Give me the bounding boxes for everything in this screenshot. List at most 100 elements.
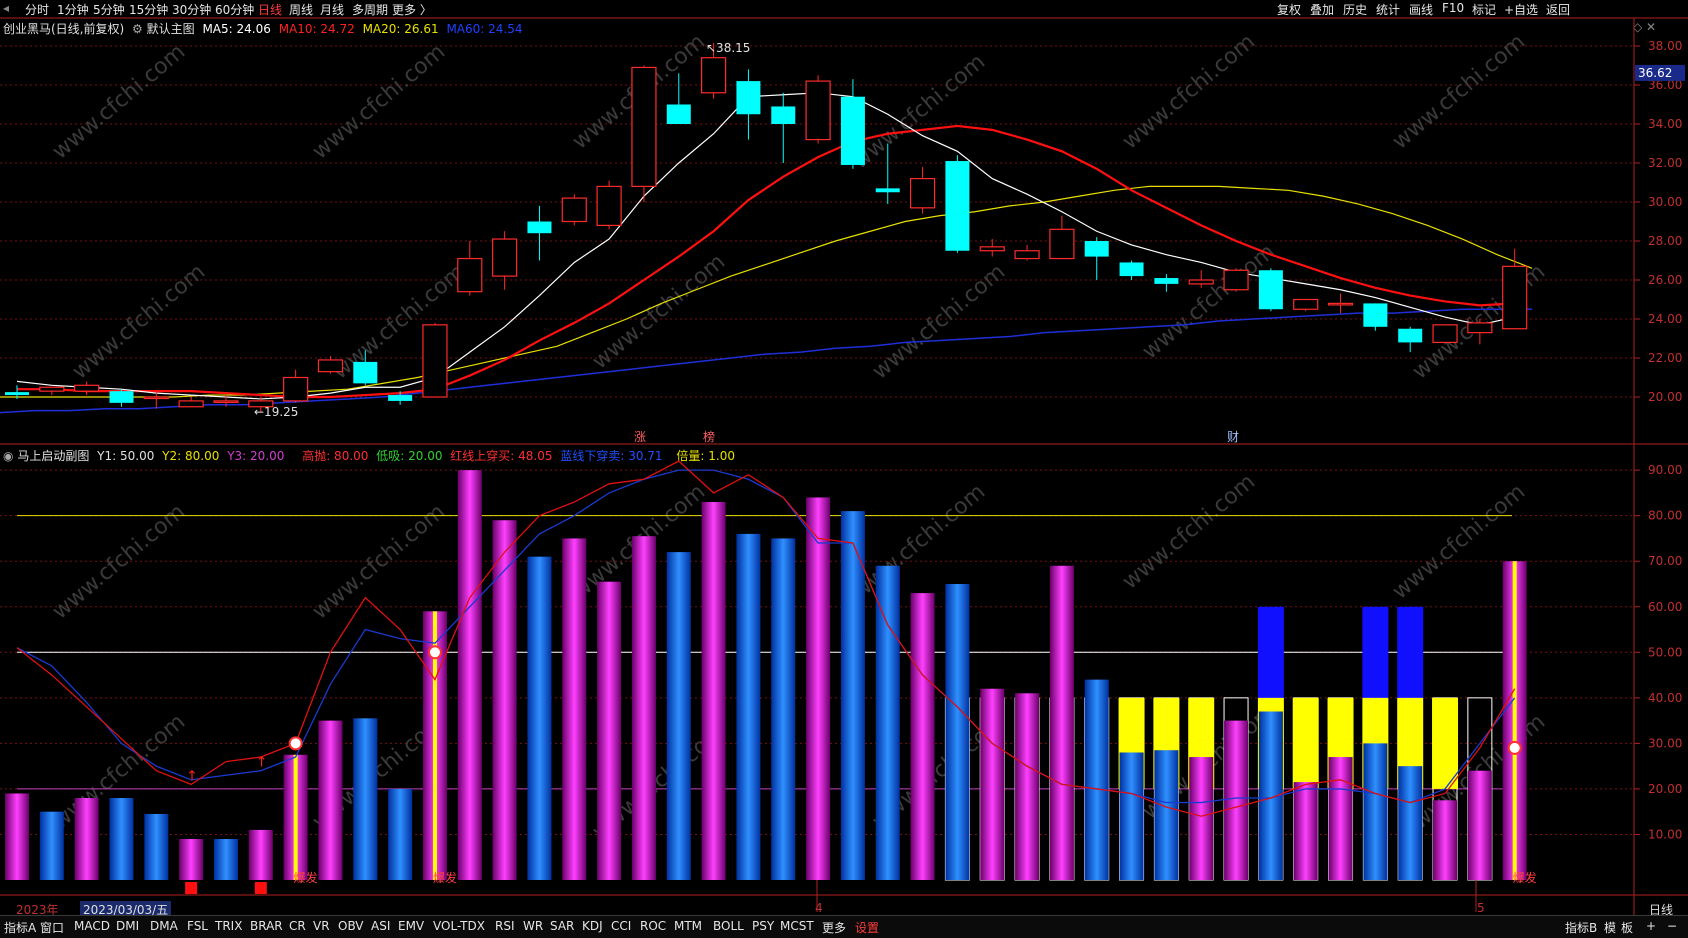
- sub-axis-label: 60.00: [1648, 600, 1682, 614]
- tab-window[interactable]: 窗口: [40, 921, 65, 935]
- indicator-bar: [875, 565, 900, 880]
- indicator-bar: [213, 839, 238, 880]
- candle-body-up: [1049, 228, 1075, 260]
- watermark-text: www.cfchi.com: [1118, 469, 1260, 594]
- stats-button[interactable]: 统计: [1376, 3, 1401, 17]
- mark-button[interactable]: 标记: [1472, 3, 1497, 17]
- overlay-button[interactable]: 叠加: [1310, 3, 1335, 17]
- legend-red-cross: 红线上穿买: 48.05: [450, 449, 553, 463]
- legend-high: 高抛: 80.00: [302, 449, 369, 463]
- tab-obv[interactable]: OBV: [338, 919, 364, 933]
- indicator-bar: [840, 511, 865, 880]
- add-favorite-button[interactable]: +自选: [1504, 3, 1539, 17]
- tab-macd[interactable]: MACD: [74, 919, 110, 933]
- sub-axis-label: 70.00: [1648, 554, 1682, 568]
- indicator-bar: [1398, 766, 1423, 880]
- y3-label: Y3: 20.00: [227, 449, 285, 463]
- period-15min[interactable]: 15分钟: [129, 3, 169, 17]
- period-daily[interactable]: 日线: [258, 3, 283, 17]
- tab-trix[interactable]: TRIX: [215, 919, 243, 933]
- template-label[interactable]: 默认主图: [146, 22, 195, 36]
- tab-dma[interactable]: DMA: [150, 919, 178, 933]
- indicator-bar: [318, 720, 343, 880]
- indicator-bar: [562, 538, 587, 880]
- tab-mtm[interactable]: MTM: [674, 919, 703, 933]
- zoom-out-button[interactable]: −: [1667, 919, 1678, 933]
- kline-chart[interactable]: www.cfchi.com www.cfchi.com www.cfchi.com w…: [0, 0, 1688, 915]
- candle-body-up: [492, 238, 518, 277]
- tab-fsl[interactable]: FSL: [187, 919, 208, 933]
- period-60min[interactable]: 60分钟: [215, 3, 255, 17]
- tab-dmi[interactable]: DMI: [116, 919, 140, 933]
- sub-axis-label: 40.00: [1648, 691, 1682, 705]
- tab-wr[interactable]: WR: [523, 919, 544, 933]
- up-arrow-marker: ↑: [256, 755, 268, 771]
- tab-more[interactable]: 更多: [822, 921, 847, 935]
- price-axis-label: 24.00: [1648, 312, 1682, 326]
- sub-collapse-icon[interactable]: ◉: [3, 449, 14, 463]
- candle-body-down: [109, 391, 134, 403]
- period-1min[interactable]: 1分钟: [57, 3, 89, 17]
- tab-sar[interactable]: SAR: [550, 919, 575, 933]
- template-gear-icon[interactable]: ⚙: [132, 22, 143, 36]
- tab-vr[interactable]: VR: [313, 919, 330, 933]
- f10-button[interactable]: F10: [1442, 1, 1465, 15]
- watermark-text: www.cfchi.com: [588, 249, 730, 374]
- blue-block: [1397, 606, 1424, 698]
- sub-axis-label: 30.00: [1648, 736, 1682, 750]
- tab-boll[interactable]: BOLL: [713, 919, 744, 933]
- ma10-line: [17, 124, 1515, 399]
- tab-indicator-a[interactable]: 指标A: [4, 921, 37, 935]
- period-monthly[interactable]: 月线: [320, 3, 345, 17]
- tab-asi[interactable]: ASI: [371, 919, 391, 933]
- tab-kdj[interactable]: KDJ: [582, 919, 603, 933]
- indicator-bar: [1049, 565, 1074, 880]
- signal-stripe: [432, 611, 437, 880]
- indicator-tab-bar: 指标A 窗口 MACD DMI DMA FSL TRIX BRAR CR VR …: [0, 915, 1688, 938]
- tab-emv[interactable]: EMV: [398, 919, 425, 933]
- candle-body-up: [1467, 322, 1493, 334]
- low-price-annotation: ←19.25: [254, 405, 298, 419]
- tab-cr[interactable]: CR: [289, 919, 306, 933]
- period-more[interactable]: 更多 〉: [392, 3, 432, 17]
- price-axis-label: 32.00: [1648, 156, 1682, 170]
- candle-body-down: [353, 361, 378, 384]
- candle-body-down: [527, 221, 552, 234]
- sub-title: 马上启动副图: [17, 449, 90, 463]
- candle-body-up: [805, 80, 831, 141]
- candle-body-up: [1223, 269, 1249, 291]
- zoom-in-button[interactable]: +: [1646, 919, 1657, 933]
- tab-brar[interactable]: BRAR: [250, 919, 283, 933]
- tab-psy[interactable]: PSY: [752, 919, 775, 933]
- stock-title: 创业黑马(日线,前复权): [3, 22, 125, 36]
- tab-roc[interactable]: ROC: [640, 919, 667, 933]
- draw-button[interactable]: 画线: [1409, 3, 1434, 17]
- legend-low: 低吸: 20.00: [376, 449, 443, 463]
- scroll-left-icon[interactable]: ◂: [3, 1, 10, 15]
- tab-settings[interactable]: 设置: [855, 921, 880, 935]
- back-button[interactable]: 返回: [1546, 3, 1571, 17]
- tab-vol-tdx[interactable]: VOL-TDX: [433, 919, 485, 933]
- history-button[interactable]: 历史: [1343, 3, 1368, 17]
- period-weekly[interactable]: 周线: [289, 3, 314, 17]
- red-square-marker: [254, 882, 267, 894]
- price-axis-label: 30.00: [1648, 195, 1682, 209]
- indicator-bar: [388, 788, 413, 880]
- period-5min[interactable]: 5分钟: [93, 3, 125, 17]
- chart-settings-icons[interactable]: ◇ ✕: [1633, 20, 1657, 34]
- indicator-bar: [179, 839, 204, 880]
- red-indicator-line: [16, 460, 1516, 817]
- fuquan-button[interactable]: 复权: [1277, 3, 1302, 17]
- tab-indicator-b[interactable]: 指标B: [1565, 921, 1598, 935]
- indicator-bar: [771, 538, 796, 880]
- board-button[interactable]: 板: [1621, 921, 1634, 935]
- buy-ball-marker: [1507, 740, 1522, 755]
- main-info-bar: 创业黑马(日线,前复权) ⚙ 默认主图 MA5: 24.06 MA10: 24.…: [3, 20, 523, 37]
- period-30min[interactable]: 30分钟: [172, 3, 212, 17]
- period-multi[interactable]: 多周期: [352, 3, 389, 17]
- tab-cci[interactable]: CCI: [611, 919, 632, 933]
- template-button[interactable]: 模: [1604, 921, 1617, 935]
- tab-rsi[interactable]: RSI: [495, 919, 515, 933]
- tab-mcst[interactable]: MCST: [780, 919, 814, 933]
- period-fenshi[interactable]: 分时: [25, 3, 50, 17]
